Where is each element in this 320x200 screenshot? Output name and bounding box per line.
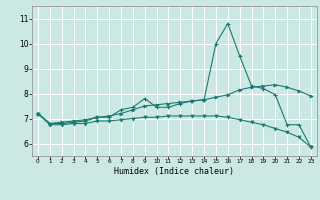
X-axis label: Humidex (Indice chaleur): Humidex (Indice chaleur) [115,167,234,176]
